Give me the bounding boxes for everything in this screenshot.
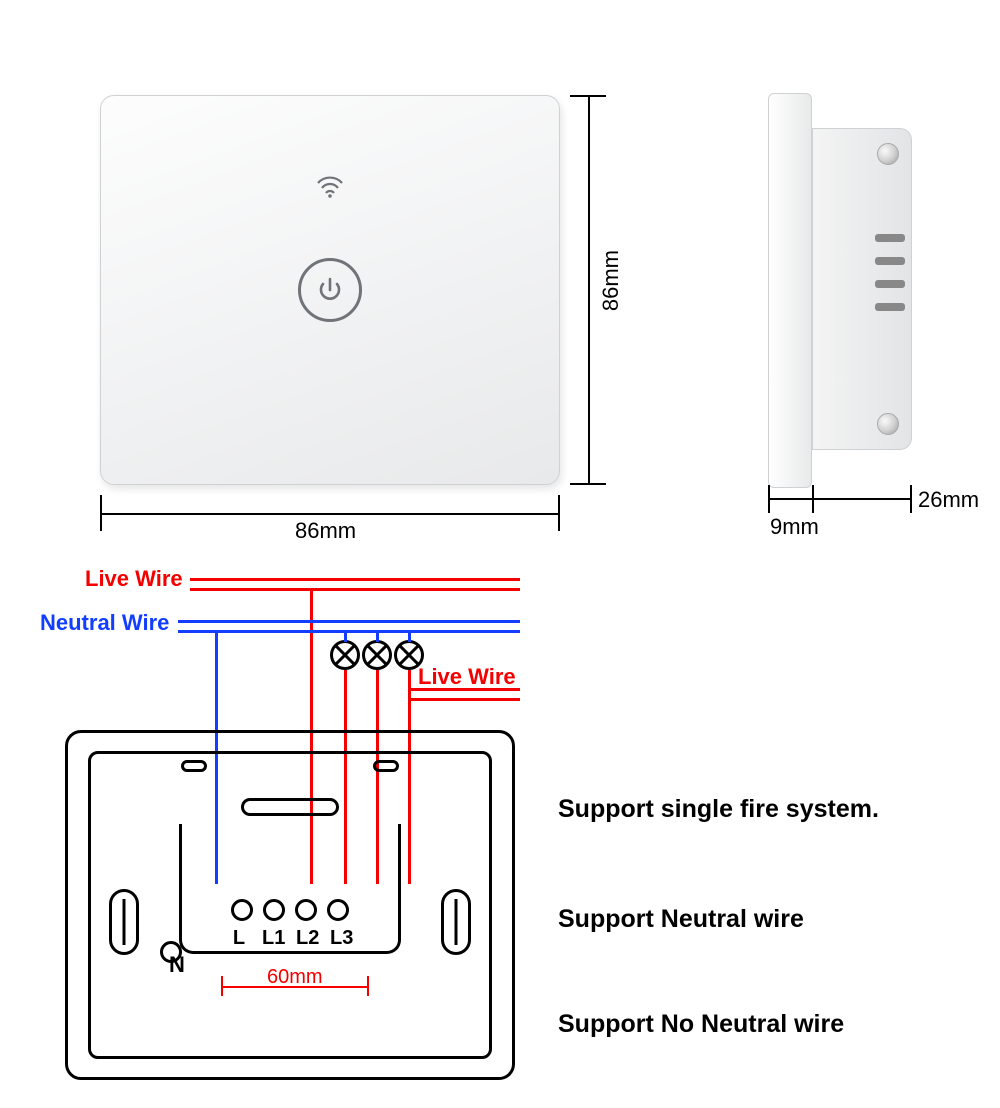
feature-line-1: Support single fire system. bbox=[558, 795, 879, 824]
lamp-1 bbox=[330, 640, 360, 670]
terminal-L bbox=[231, 899, 253, 921]
top-mount-right bbox=[373, 760, 399, 772]
switch-back-inner: L L1 L2 L3 N 60mm bbox=[88, 751, 492, 1059]
face-depth-label: 9mm bbox=[770, 514, 819, 540]
height-label: 86mm bbox=[598, 250, 624, 311]
width-tick-left bbox=[100, 495, 102, 531]
screw-bottom bbox=[877, 413, 899, 435]
width-tick-right bbox=[558, 495, 560, 531]
neutral-to-lamps-b3 bbox=[408, 630, 411, 642]
terminal-labels: L L1 L2 L3 bbox=[228, 927, 352, 950]
face-tick-l bbox=[768, 485, 770, 513]
mount-spacing-label: 60mm bbox=[267, 966, 323, 989]
lamp-2 bbox=[362, 640, 392, 670]
feature-line-3: Support No Neutral wire bbox=[558, 1010, 844, 1039]
switch-side-body bbox=[812, 128, 912, 450]
vent-3 bbox=[875, 280, 905, 288]
vent-2 bbox=[875, 257, 905, 265]
top-oval bbox=[241, 798, 339, 816]
neutral-wire-h bbox=[178, 620, 520, 623]
switch-back-outer: L L1 L2 L3 N 60mm bbox=[65, 730, 515, 1080]
power-icon bbox=[316, 276, 344, 304]
switch-side-faceplate bbox=[768, 93, 812, 488]
width-dim-line bbox=[100, 513, 560, 515]
touch-button bbox=[298, 258, 362, 322]
depth-label: 26mm bbox=[918, 487, 979, 513]
live-wire-top-label: Live Wire bbox=[85, 566, 183, 592]
live-branch-h2 bbox=[408, 698, 520, 701]
terminal-label-L3: L3 bbox=[330, 927, 352, 950]
depth-tick-l bbox=[812, 485, 814, 513]
terminal-label-L1: L1 bbox=[262, 927, 284, 950]
top-mount-left bbox=[181, 760, 207, 772]
mount-slot-left bbox=[109, 889, 139, 955]
neutral-wire-label: Neutral Wire bbox=[40, 610, 169, 636]
terminal-L2 bbox=[295, 899, 317, 921]
vent-4 bbox=[875, 303, 905, 311]
mount-dim-tick-l bbox=[221, 976, 223, 996]
feature-line-2: Support Neutral wire bbox=[558, 905, 804, 934]
switch-front-panel bbox=[100, 95, 560, 485]
terminal-label-L2: L2 bbox=[296, 927, 318, 950]
live-wire-top-h bbox=[190, 578, 520, 581]
neutral-to-lamps-b1 bbox=[344, 630, 347, 642]
vent-1 bbox=[875, 234, 905, 242]
n-label: N bbox=[169, 952, 185, 978]
height-tick-top bbox=[570, 95, 606, 97]
width-label: 86mm bbox=[295, 518, 356, 544]
screw-top bbox=[877, 143, 899, 165]
height-dim-line bbox=[588, 95, 590, 485]
height-tick-bot bbox=[570, 483, 606, 485]
terminal-label-L: L bbox=[228, 927, 250, 950]
live-wire-top-h2 bbox=[190, 588, 520, 591]
terminal-L1 bbox=[263, 899, 285, 921]
terminal-L3 bbox=[327, 899, 349, 921]
wifi-icon bbox=[316, 176, 344, 203]
depth-tick-r bbox=[910, 485, 912, 513]
neutral-wire-h2 bbox=[178, 630, 520, 633]
live-wire-mid-label: Live Wire bbox=[418, 664, 516, 690]
mount-slot-right bbox=[441, 889, 471, 955]
neutral-to-lamps-b2 bbox=[376, 630, 379, 642]
mount-dim-tick-r bbox=[367, 976, 369, 996]
terminal-row bbox=[231, 899, 349, 921]
face-dim-line bbox=[768, 498, 812, 500]
diagram-root: 86mm 86mm 26mm 9mm Live Wire Neutral Wir… bbox=[0, 0, 1000, 1108]
depth-dim-line bbox=[812, 498, 912, 500]
